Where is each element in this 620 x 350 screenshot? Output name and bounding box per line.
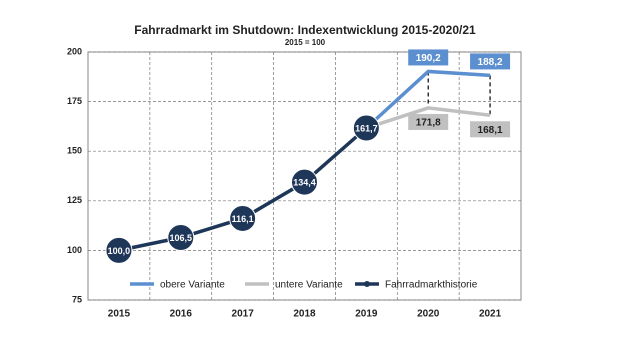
x-tick-label: 2020 — [417, 309, 440, 320]
x-tick-label: 2015 — [108, 309, 131, 320]
data-label: 190,2 — [416, 53, 441, 64]
x-tick-label: 2021 — [479, 309, 502, 320]
data-label: 188,2 — [478, 57, 503, 68]
y-tick-label: 175 — [67, 96, 82, 106]
point-marker — [105, 236, 133, 264]
series-line — [365, 69, 491, 130]
x-tick-label: 2018 — [293, 309, 316, 320]
y-tick-label: 125 — [67, 195, 82, 205]
legend-label: Fahrradmarkthistorie — [385, 280, 478, 291]
data-label: 161,7 — [355, 123, 378, 133]
point-marker — [229, 204, 257, 232]
chart-subtitle: 2015 = 100 — [285, 38, 326, 47]
label-box — [408, 49, 449, 66]
data-label: 100,0 — [108, 246, 131, 256]
x-tick-label: 2019 — [355, 309, 378, 320]
label-box — [470, 121, 511, 138]
data-label: 134,4 — [293, 178, 316, 188]
legend-marker — [364, 281, 370, 287]
point-marker — [352, 114, 380, 142]
series-line — [118, 126, 368, 253]
y-tick-label: 100 — [67, 245, 82, 255]
point-marker — [167, 224, 195, 252]
x-tick-label: 2016 — [170, 309, 193, 320]
label-box — [408, 113, 449, 130]
label-box — [470, 53, 511, 70]
series-line — [365, 106, 491, 130]
y-tick-label: 200 — [67, 46, 82, 56]
legend-label: untere Variante — [275, 280, 343, 291]
chart-title: Fahrradmarkt im Shutdown: Indexentwicklu… — [134, 23, 476, 37]
y-tick-label: 75 — [72, 294, 82, 304]
legend-label: obere Variante — [160, 280, 225, 291]
data-label: 168,1 — [478, 125, 503, 136]
y-tick-label: 150 — [67, 146, 82, 156]
data-label: 171,8 — [416, 118, 441, 129]
x-tick-label: 2017 — [232, 309, 255, 320]
data-label: 116,1 — [232, 214, 254, 224]
point-marker — [291, 168, 318, 196]
data-label: 106,5 — [170, 233, 193, 243]
